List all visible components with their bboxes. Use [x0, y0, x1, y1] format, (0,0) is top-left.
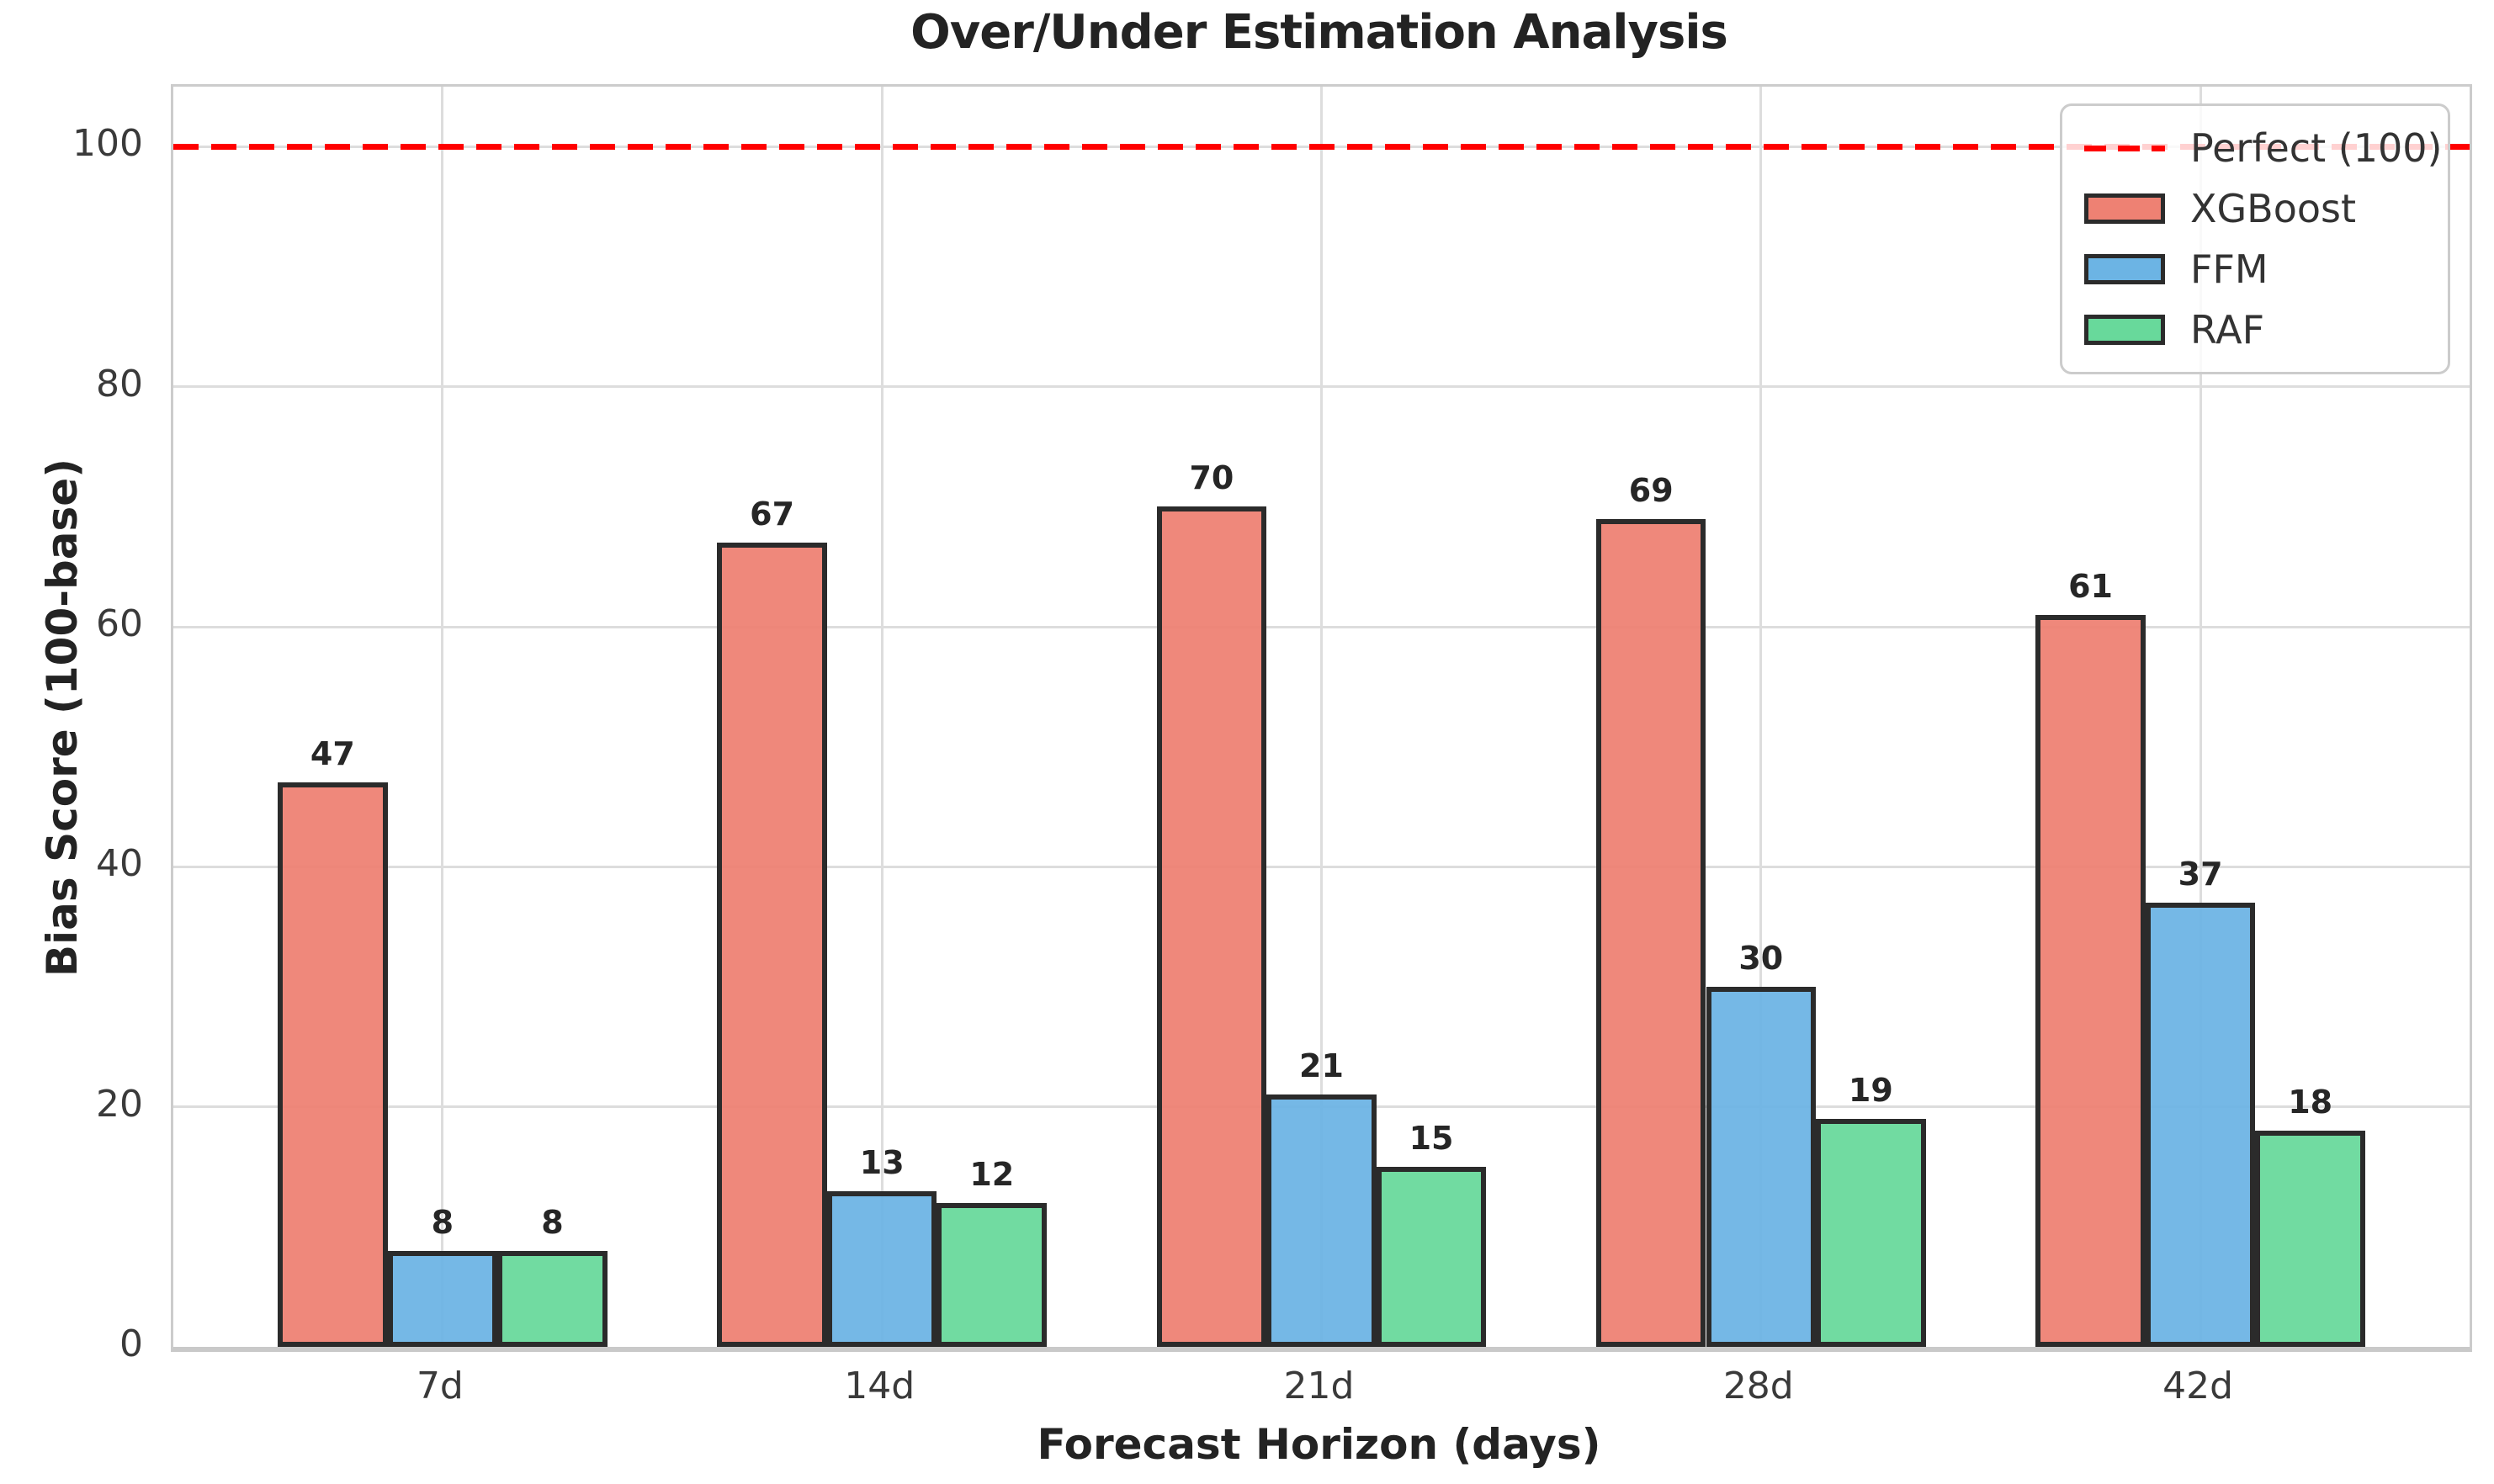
legend-color-swatch-ffm: [2084, 254, 2165, 284]
bar-xgboost-42d: [2035, 614, 2146, 1347]
gridline-x-28d: [1759, 87, 1763, 1347]
bar-xgboost-28d: [1595, 518, 1706, 1347]
x-tick-label-7d: 7d: [416, 1365, 464, 1407]
value-label-raf-21d: 15: [1409, 1120, 1454, 1157]
x-tick-label-21d: 21d: [1283, 1365, 1355, 1407]
bar-ffm-42d: [2145, 903, 2256, 1347]
bar-raf-21d: [1376, 1167, 1487, 1347]
value-label-raf-42d: 18: [2288, 1084, 2333, 1121]
legend-color-swatch-xgboost: [2084, 193, 2165, 224]
bar-xgboost-14d: [717, 543, 827, 1347]
value-label-raf-7d: 8: [541, 1203, 564, 1241]
chart-title: Over/Under Estimation Analysis: [910, 5, 1728, 60]
legend-label-ffm: FFM: [2190, 246, 2268, 292]
value-label-ffm-7d: 8: [431, 1203, 454, 1241]
y-tick-label-100: 100: [72, 122, 143, 166]
legend: Perfect (100) XGBoost FFM RAF: [2060, 103, 2450, 374]
legend-row-raf: RAF: [2084, 306, 2426, 353]
bar-ffm-7d: [387, 1250, 498, 1347]
value-label-ffm-21d: 21: [1299, 1047, 1344, 1085]
bar-raf-42d: [2255, 1131, 2365, 1347]
bar-raf-14d: [937, 1202, 1048, 1347]
y-tick-label-20: 20: [96, 1082, 143, 1126]
legend-label-xgboost: XGBoost: [2190, 186, 2357, 231]
x-tick-label-28d: 28d: [1722, 1365, 1794, 1407]
value-label-raf-14d: 12: [969, 1155, 1015, 1193]
bar-raf-28d: [1816, 1118, 1926, 1347]
gridline-x-42d: [2199, 87, 2202, 1347]
bar-xgboost-7d: [278, 782, 388, 1347]
value-label-xgboost-21d: 70: [1189, 459, 1234, 497]
bar-ffm-28d: [1706, 987, 1817, 1347]
bar-ffm-14d: [826, 1190, 937, 1347]
bar-ffm-21d: [1266, 1094, 1377, 1347]
legend-row-perfect-100-: Perfect (100): [2084, 125, 2442, 172]
legend-label-raf: RAF: [2190, 307, 2265, 352]
value-label-ffm-42d: 37: [2178, 856, 2223, 893]
x-tick-label-42d: 42d: [2162, 1365, 2234, 1407]
y-tick-label-40: 40: [96, 842, 143, 886]
value-label-ffm-14d: 13: [859, 1143, 905, 1181]
gridline-x-14d: [880, 87, 884, 1347]
value-label-ffm-28d: 30: [1738, 940, 1784, 977]
value-label-xgboost-42d: 61: [2068, 567, 2113, 605]
legend-dashed-line-swatch: [2084, 145, 2165, 151]
gridline-x-21d: [1320, 87, 1323, 1347]
legend-row-xgboost: XGBoost: [2084, 185, 2426, 232]
bar-xgboost-21d: [1156, 506, 1267, 1347]
bar-raf-7d: [497, 1250, 608, 1347]
value-label-xgboost-28d: 69: [1628, 471, 1674, 509]
value-label-xgboost-14d: 67: [750, 496, 795, 533]
legend-row-ffm: FFM: [2084, 246, 2426, 293]
legend-label-perfect-100-: Perfect (100): [2190, 125, 2443, 171]
legend-color-swatch-raf: [2084, 315, 2165, 345]
value-label-raf-28d: 19: [1848, 1071, 1893, 1109]
y-tick-label-60: 60: [96, 602, 143, 645]
x-axis-label: Forecast Horizon (days): [1037, 1420, 1601, 1469]
y-tick-label-0: 0: [119, 1322, 143, 1365]
y-tick-label-80: 80: [96, 362, 143, 405]
gridline-x-7d: [441, 87, 444, 1347]
perfect-reference-line: [173, 143, 2470, 150]
value-label-xgboost-7d: 47: [310, 735, 355, 773]
x-tick-label-14d: 14d: [844, 1365, 915, 1407]
y-axis-label: Bias Score (100-base): [38, 458, 87, 978]
